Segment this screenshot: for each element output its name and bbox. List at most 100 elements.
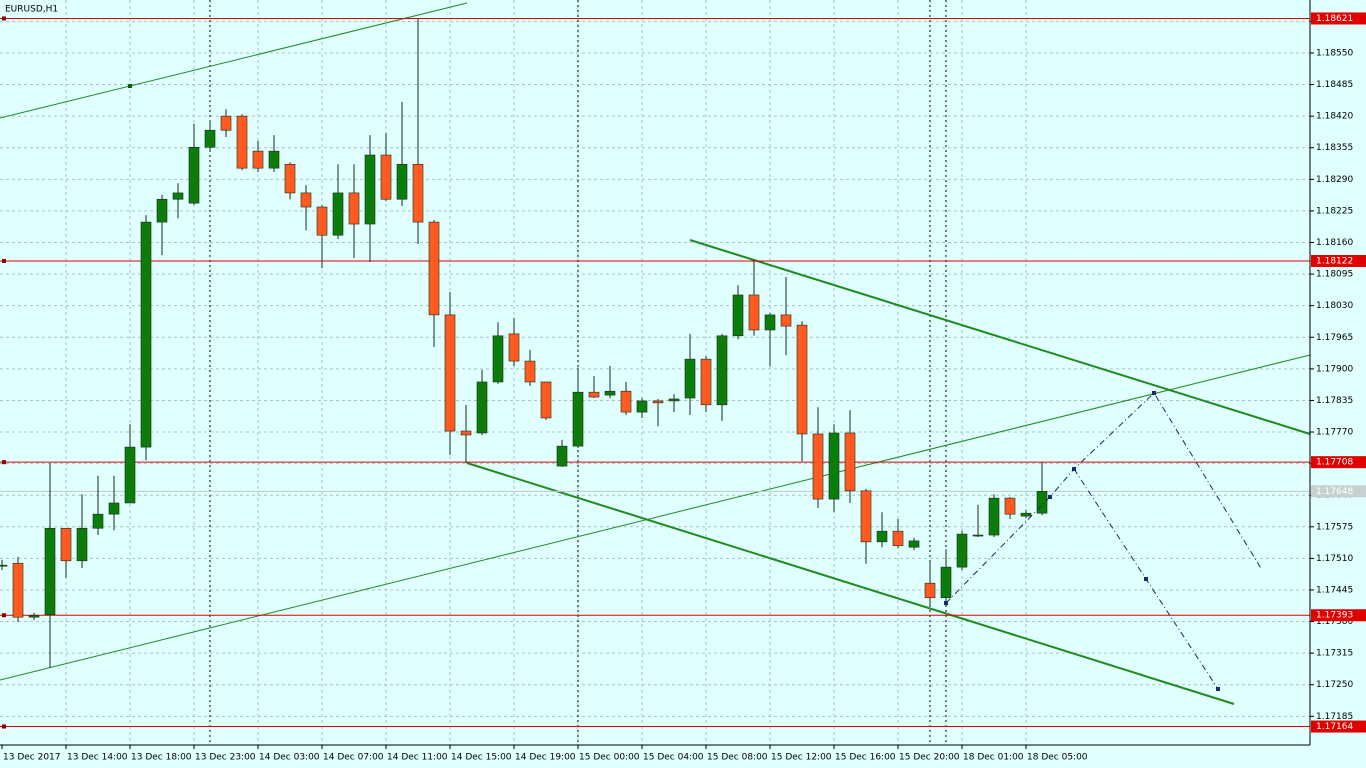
candle-body: [0, 564, 8, 567]
candle-body: [284, 163, 296, 194]
trend-line[interactable]: [0, 354, 1311, 681]
y-tick-label: 1.17900: [1316, 364, 1353, 374]
candle-body: [988, 497, 1000, 536]
price-level-label: 1.17393: [1316, 611, 1353, 621]
plot-area: [0, 0, 1310, 745]
x-tick-label: 13 Dec 18:00: [131, 753, 192, 763]
candle-body: [556, 445, 568, 467]
candle-body: [588, 391, 600, 398]
candle-body: [892, 530, 904, 547]
candle-body: [1004, 497, 1016, 515]
candle-body: [764, 314, 776, 331]
candle-body: [220, 115, 232, 131]
y-tick-label: 1.18225: [1316, 206, 1353, 216]
x-tick-label: 15 Dec 08:00: [707, 753, 768, 763]
candle-body: [460, 430, 472, 436]
x-tick-label: 14 Dec 07:00: [323, 753, 384, 763]
title-bg: [2, 2, 62, 16]
candle-body: [428, 221, 440, 316]
x-tick-label: 14 Dec 15:00: [451, 753, 512, 763]
axes: 1.186151.185501.184851.184201.183551.182…: [1, 12, 1366, 763]
y-tick-label: 1.18550: [1316, 48, 1353, 58]
x-tick-label: 14 Dec 19:00: [515, 753, 576, 763]
candle-body: [684, 358, 696, 399]
candle-body: [716, 335, 728, 406]
candle-body: [876, 530, 888, 543]
candle-body: [972, 534, 984, 537]
y-tick-label: 1.17380: [1316, 617, 1353, 627]
y-tick-label: 1.18160: [1316, 238, 1353, 248]
candle-body: [204, 129, 216, 148]
channel-line[interactable]: [466, 462, 1235, 705]
x-tick-label: 18 Dec 01:00: [963, 753, 1024, 763]
price-level-tag: [1311, 456, 1366, 469]
candle-body: [44, 527, 56, 616]
candle-body: [316, 206, 328, 236]
candle-body: [860, 490, 872, 543]
x-tick-label: 18 Dec 05:00: [1027, 753, 1088, 763]
wave-point[interactable]: [1152, 391, 1156, 395]
x-tick-label: 15 Dec 12:00: [771, 753, 832, 763]
candle-body: [908, 540, 920, 548]
y-tick-label: 1.17575: [1316, 522, 1353, 532]
y-tick-label: 1.18485: [1316, 80, 1353, 90]
chart-title: EURUSD,H1: [5, 5, 58, 15]
x-tick-label: 13 Dec 2017: [3, 753, 61, 763]
candle-body: [604, 390, 616, 396]
y-tick-label: 1.17770: [1316, 428, 1353, 438]
candle-body: [364, 154, 376, 225]
candle-body: [444, 314, 456, 432]
candle-body: [12, 562, 24, 618]
price-level-tag: [1311, 609, 1366, 622]
candle-body: [780, 314, 792, 327]
x-tick-label: 14 Dec 03:00: [259, 753, 320, 763]
candle-body: [268, 150, 280, 169]
wave-point[interactable]: [1216, 687, 1220, 691]
current-price-tag: [1311, 485, 1366, 498]
wave-point[interactable]: [944, 601, 948, 605]
candle-body: [108, 502, 120, 515]
trend-anchor[interactable]: [128, 84, 132, 88]
price-level-marker: [2, 724, 6, 729]
wave-point[interactable]: [1144, 577, 1148, 581]
candle-body: [620, 390, 632, 413]
candle-body: [396, 163, 408, 200]
price-level-marker: [2, 460, 6, 465]
candle-body: [332, 192, 344, 236]
y-tick-label: 1.17835: [1316, 396, 1353, 406]
price-level-label: 1.18122: [1316, 256, 1353, 266]
x-tick-label: 15 Dec 16:00: [835, 753, 896, 763]
candle-body: [476, 381, 488, 434]
candle-body: [188, 146, 200, 204]
wave-point[interactable]: [1048, 495, 1052, 499]
candle-body: [668, 398, 680, 402]
y-tick-label: 1.18290: [1316, 175, 1353, 185]
y-tick-label: 1.17965: [1316, 333, 1353, 343]
price-level-label: 1.18621: [1316, 14, 1353, 24]
candle-body: [844, 432, 856, 492]
candle-body: [508, 333, 520, 362]
candle-body: [28, 615, 40, 618]
candle-body: [956, 533, 968, 568]
candle-body: [1036, 491, 1048, 514]
price-level-tag: [1311, 254, 1366, 267]
candle-body: [828, 432, 840, 500]
candle-body: [300, 192, 312, 208]
y-tick-label: 1.18420: [1316, 112, 1353, 122]
candles: [0, 18, 1048, 668]
x-tick-label: 15 Dec 20:00: [899, 753, 960, 763]
candle-body: [348, 192, 360, 225]
price-level-tag: [1311, 720, 1366, 733]
current-price-label: 1.17648: [1316, 487, 1353, 497]
candle-body: [924, 582, 936, 599]
wave-point[interactable]: [1072, 467, 1076, 471]
candle-body: [156, 198, 168, 223]
x-tick-label: 15 Dec 00:00: [579, 753, 640, 763]
candle-body: [412, 163, 424, 223]
trend-line[interactable]: [0, 2, 468, 119]
channel-line[interactable]: [689, 239, 1311, 435]
candle-body: [524, 360, 536, 383]
candle-body: [60, 527, 72, 562]
candle-body: [748, 294, 760, 331]
